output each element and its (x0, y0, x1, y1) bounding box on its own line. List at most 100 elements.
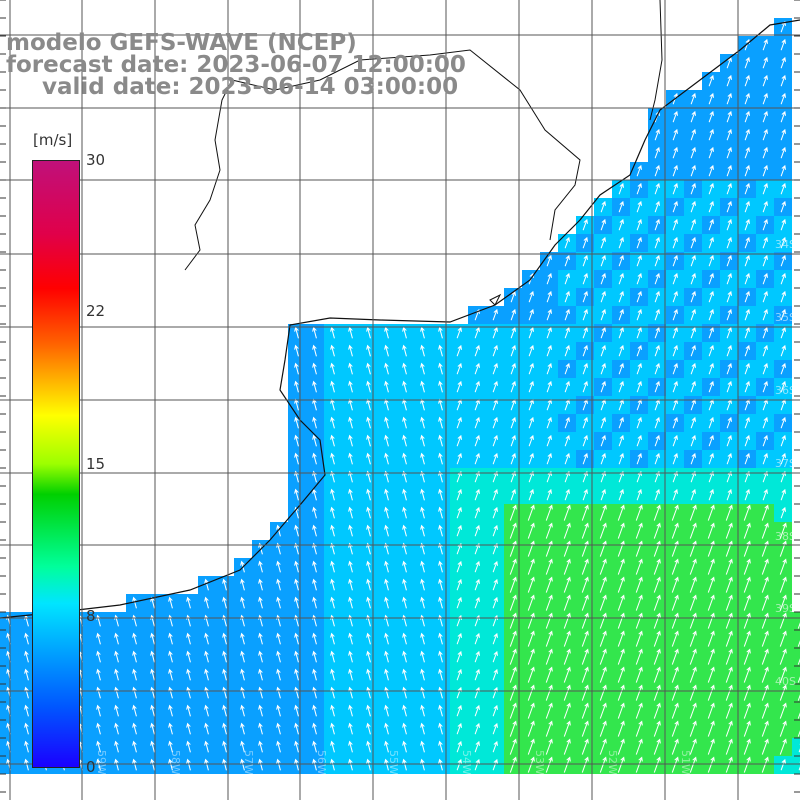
wind-speed-cell (792, 612, 800, 630)
wind-arrow (312, 686, 317, 699)
wind-arrow (636, 308, 642, 321)
wind-arrow (780, 488, 786, 501)
wind-arrow (330, 668, 335, 681)
wind-arrow (744, 110, 750, 123)
wind-arrow (743, 702, 751, 719)
wind-arrow (618, 272, 624, 285)
wind-arrow (222, 758, 227, 771)
wind-arrow (527, 738, 535, 755)
wind-arrow (222, 632, 227, 645)
wind-arrow (744, 200, 750, 213)
wind-arrow (599, 756, 607, 773)
wind-arrow (294, 758, 299, 771)
wind-arrow (690, 128, 696, 141)
wind-arrow (456, 560, 462, 573)
wind-arrow (762, 326, 768, 339)
wind-arrow (438, 416, 443, 429)
wind-arrow (708, 200, 714, 213)
wind-arrow (509, 648, 517, 665)
wind-arrow (545, 504, 553, 521)
wind-arrow (222, 578, 227, 591)
wind-arrow (384, 596, 389, 609)
wind-arrow (617, 612, 625, 629)
wind-arrow (672, 416, 678, 429)
wind-arrow (510, 326, 516, 339)
wind-arrow (690, 362, 696, 375)
wind-arrow (743, 522, 751, 539)
wind-arrow (582, 254, 588, 267)
wind-arrow (546, 470, 552, 483)
wind-arrow (744, 236, 750, 249)
wind-arrow (654, 380, 660, 393)
wind-arrow (564, 488, 570, 501)
wind-arrow (258, 686, 263, 699)
wind-arrow (779, 738, 787, 755)
wind-arrow (780, 362, 786, 375)
wind-arrow (636, 416, 642, 429)
wind-arrow (312, 668, 317, 681)
wind-arrow (654, 272, 660, 285)
wind-arrow (563, 594, 571, 611)
wind-arrow (599, 612, 607, 629)
wind-arrow (546, 380, 552, 393)
wind-arrow (509, 594, 517, 611)
wind-arrow (780, 344, 786, 357)
wind-arrow (294, 362, 299, 375)
wind-arrow (510, 290, 516, 303)
wind-arrow (636, 488, 642, 501)
wind-arrow (24, 686, 29, 699)
wind-arrow (635, 558, 643, 575)
wind-arrow (438, 704, 443, 717)
wind-arrow (510, 434, 516, 447)
wind-arrow (726, 236, 732, 249)
wind-arrow (707, 630, 715, 647)
wind-arrow (707, 522, 715, 539)
wind-arrow (294, 578, 299, 591)
wind-arrow (582, 452, 588, 465)
wind-arrow (366, 452, 371, 465)
wind-arrow (204, 704, 209, 717)
wind-arrow (330, 560, 335, 573)
wind-arrow (653, 666, 661, 683)
wind-arrow (654, 326, 660, 339)
wind-arrow (96, 632, 101, 645)
wind-arrow (600, 434, 606, 447)
wind-arrow (708, 92, 714, 105)
wind-arrow (744, 146, 750, 159)
wind-arrow (402, 650, 407, 663)
wind-arrow (689, 504, 697, 521)
wind-arrow (654, 308, 660, 321)
wind-arrow (492, 758, 498, 771)
wind-arrow (312, 380, 317, 393)
wind-arrow (492, 524, 498, 537)
wind-arrow (690, 416, 696, 429)
wind-arrow (420, 488, 425, 501)
wind-arrow (600, 308, 606, 321)
wind-arrow (689, 756, 697, 773)
wind-arrow (204, 596, 209, 609)
wind-arrow (689, 720, 697, 737)
wind-arrow (564, 254, 570, 267)
wind-arrow (761, 540, 769, 557)
wind-arrow (366, 506, 371, 519)
island (489, 293, 502, 306)
wind-arrow (582, 218, 588, 231)
wind-arrow (618, 182, 624, 195)
wind-arrow (258, 668, 263, 681)
wind-arrow (617, 720, 625, 737)
colorbar-tick-8: 8 (86, 607, 96, 625)
wind-arrow (366, 632, 371, 645)
wind-arrow (726, 326, 732, 339)
wind-arrow (545, 612, 553, 629)
wind-arrow (744, 434, 750, 447)
wind-arrow (240, 722, 245, 735)
wind-arrow (276, 668, 281, 681)
latitude-label: 35S (775, 311, 796, 324)
wind-arrow (654, 128, 660, 141)
wind-arrow (654, 236, 660, 249)
wind-arrow (168, 668, 173, 681)
wind-arrow (708, 164, 714, 177)
wind-arrow (168, 758, 173, 771)
longitude-labels: 59W 58W 57W 56W 55W 54W 53W 52W 51W (95, 750, 692, 775)
wind-arrow (581, 576, 589, 593)
